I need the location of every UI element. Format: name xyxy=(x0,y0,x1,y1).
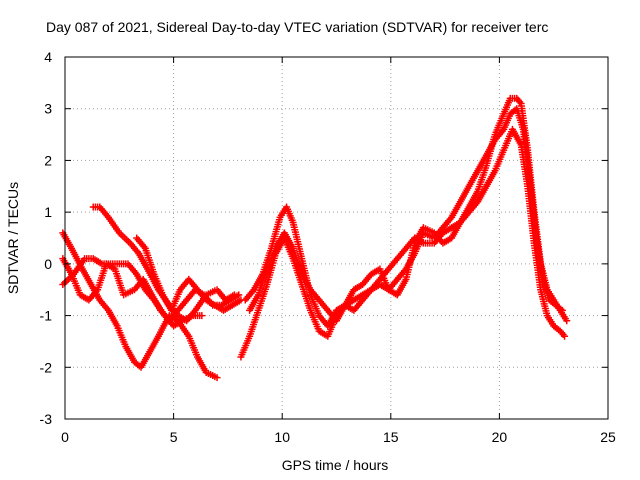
x-tick-label: 0 xyxy=(61,429,69,445)
x-tick-label: 20 xyxy=(492,429,508,445)
series-track-h xyxy=(246,94,571,325)
data-point xyxy=(213,374,221,382)
y-tick-label: 4 xyxy=(44,49,52,65)
plot-frame xyxy=(64,56,609,420)
y-tick-label: 0 xyxy=(44,256,52,272)
series-track-e xyxy=(133,234,245,314)
y-tick-label: -3 xyxy=(40,411,53,427)
x-axis-label: GPS time / hours xyxy=(282,457,389,473)
chart-title: Day 087 of 2021, Sidereal Day-to-day VTE… xyxy=(46,19,548,35)
series-track-b xyxy=(59,229,221,382)
y-axis-label: SDTVAR / TECUs xyxy=(5,182,21,294)
x-tick-label: 15 xyxy=(383,429,399,445)
data-point xyxy=(561,332,569,340)
y-tick-label: 3 xyxy=(44,101,52,117)
x-tick-label: 10 xyxy=(274,429,290,445)
data-points xyxy=(59,94,571,382)
series-track-d xyxy=(59,255,243,325)
data-point xyxy=(198,312,206,320)
y-tick-label: -1 xyxy=(40,308,53,324)
x-tick-label: 25 xyxy=(600,429,616,445)
y-tick-label: -2 xyxy=(40,359,53,375)
y-tick-label: 2 xyxy=(44,152,52,168)
y-tick-label: 1 xyxy=(44,204,52,220)
x-tick-label: 5 xyxy=(170,429,178,445)
data-point xyxy=(235,291,243,299)
data-point xyxy=(563,317,571,325)
axis-ticks: 0 5 10 15 20 25 -3 -2 -1 0 1 2 3 4 xyxy=(40,49,616,445)
